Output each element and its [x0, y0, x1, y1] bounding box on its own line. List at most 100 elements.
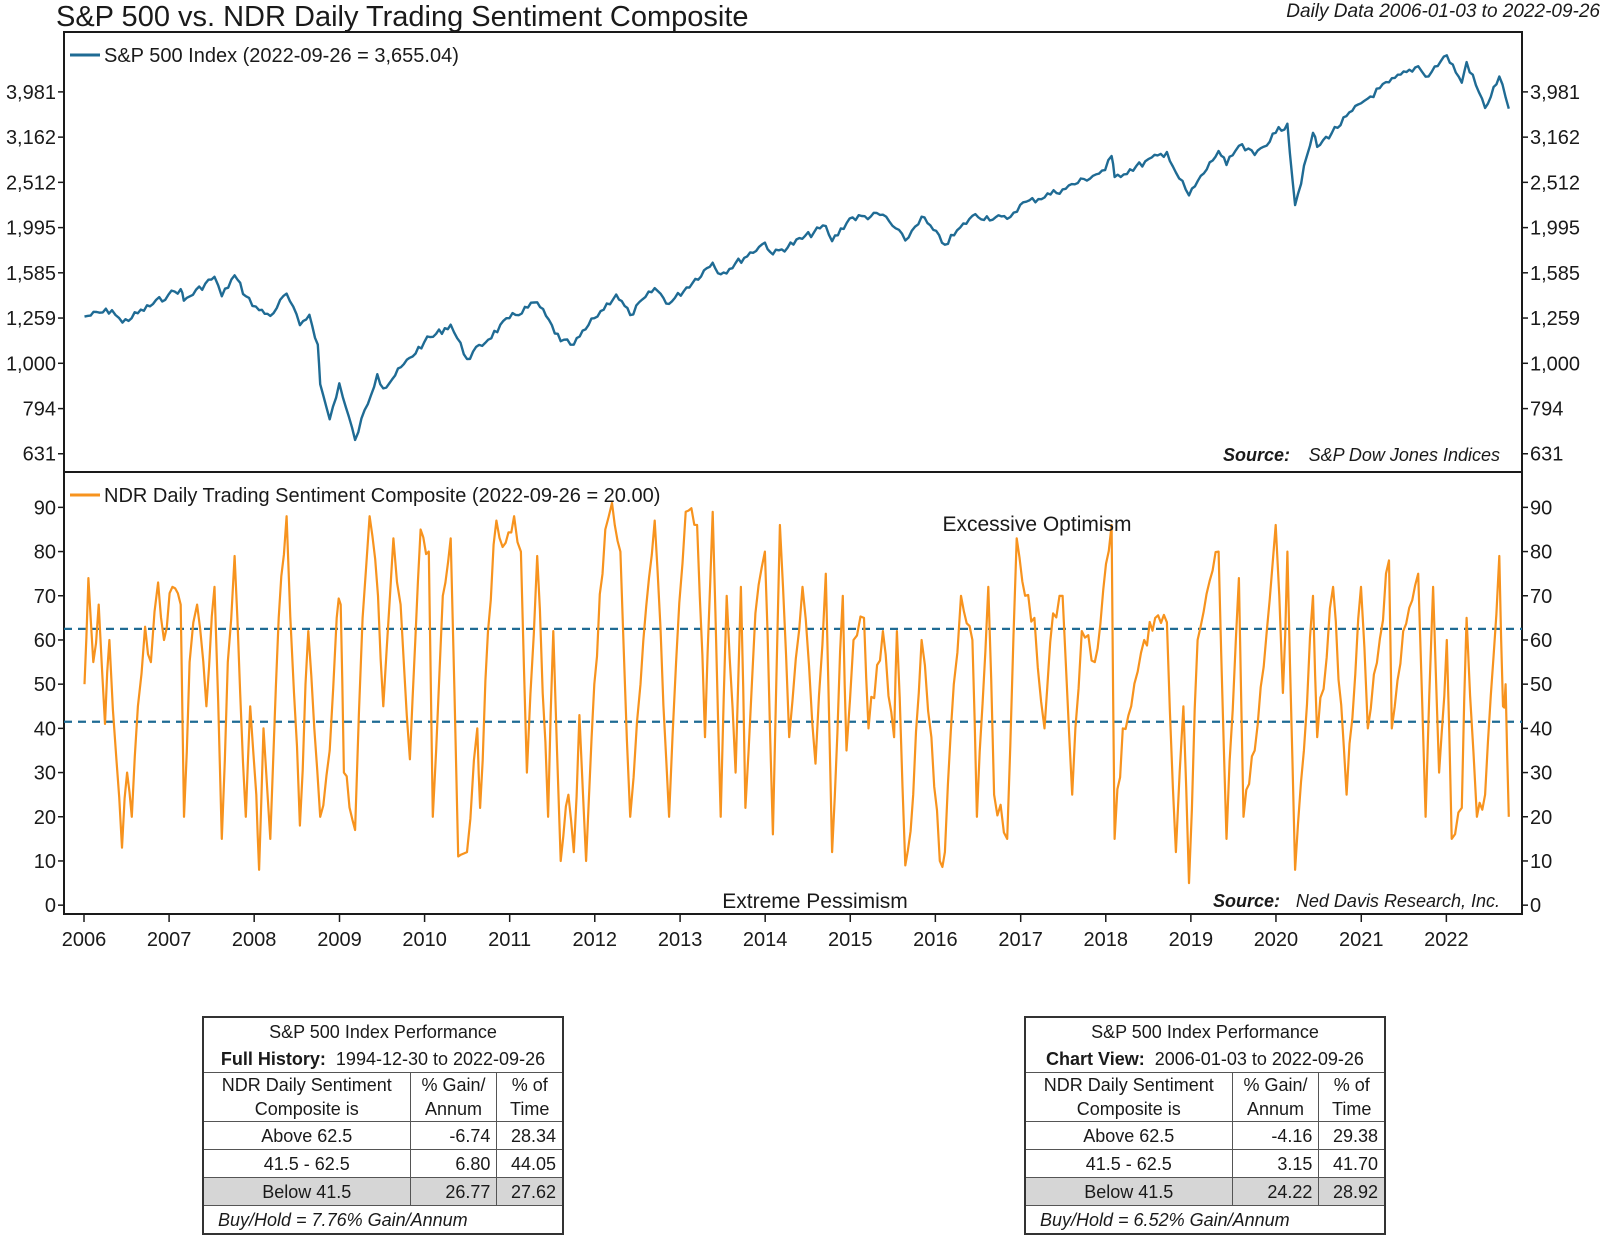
sentiment-series-line — [83, 501, 1510, 885]
x-tick-label: 2011 — [488, 929, 531, 951]
y-tick-label-right: 80 — [1530, 542, 1552, 564]
table-title: S&P 500 Index Performance — [202, 1017, 564, 1045]
row-label: 41.5 - 62.5 — [202, 1149, 411, 1178]
y-tick-label-left: 30 — [34, 763, 56, 785]
y-tick-label-left: 80 — [34, 542, 56, 564]
column-header-time: % of Time — [496, 1072, 564, 1122]
y-tick-label-left: 1,259 — [6, 308, 56, 330]
row-time: 28.34 — [496, 1121, 564, 1150]
x-tick-label: 2012 — [573, 929, 618, 951]
row-time: 41.70 — [1318, 1149, 1386, 1178]
y-tick-label-left: 50 — [34, 674, 56, 696]
y-tick-label-right: 70 — [1530, 586, 1552, 608]
sp500-panel: 631 631 794 794 1,000 1,000 1,259 1,259 1,585 1,5… — [6, 31, 1580, 473]
x-tick-label: 2020 — [1254, 929, 1299, 951]
table-period: Full History: 1994-12-30 to 2022-09-26 — [202, 1045, 564, 1073]
y-tick-label-left: 10 — [34, 851, 56, 873]
y-tick-label-right: 60 — [1530, 630, 1552, 652]
sentiment-legend-label: NDR Daily Trading Sentiment Composite (2… — [104, 485, 660, 507]
sp500-legend-label: S&P 500 Index (2022-09-26 = 3,655.04) — [104, 45, 459, 67]
sp500-series-line — [84, 54, 1510, 442]
sentiment-y-axis: 0 0 10 10 20 20 30 30 40 40 50 50 60 60 70 70 80 80 90 90 — [34, 497, 1553, 917]
table-row: Above 62.5 -6.74 28.34 — [202, 1121, 564, 1150]
column-header-sentiment: NDR Daily Sentiment Composite is — [202, 1072, 411, 1122]
table-row-highlighted: Below 41.5 24.22 28.92 — [1024, 1177, 1386, 1206]
sp500-y-axis: 631 631 794 794 1,000 1,000 1,259 1,259 1,585 1,5… — [6, 82, 1580, 466]
y-tick-label-right: 1,000 — [1530, 353, 1580, 375]
row-label: Below 41.5 — [1024, 1177, 1233, 1206]
y-tick-label-left: 1,585 — [6, 263, 56, 285]
x-tick-label: 2022 — [1424, 929, 1469, 951]
y-tick-label-right: 2,512 — [1530, 172, 1580, 194]
row-time: 44.05 — [496, 1149, 564, 1178]
sentiment-source: Ned Davis Research, Inc. — [1296, 891, 1500, 911]
x-tick-label: 2010 — [402, 929, 447, 951]
chart-view-performance-table: S&P 500 Index Performance Chart View: 20… — [1024, 1016, 1386, 1235]
y-tick-label-left: 1,995 — [6, 218, 56, 240]
table-period: Chart View: 2006-01-03 to 2022-09-26 — [1024, 1045, 1386, 1073]
y-tick-label-left: 3,162 — [6, 127, 56, 149]
row-label: Below 41.5 — [202, 1177, 411, 1206]
x-tick-label: 2009 — [317, 929, 362, 951]
y-tick-label-left: 20 — [34, 807, 56, 829]
full-history-performance-table: S&P 500 Index Performance Full History: … — [202, 1016, 564, 1235]
sentiment-panel: 0 0 10 10 20 20 30 30 40 40 50 50 60 60 70 70 80 80 90 90 N… — [34, 471, 1553, 917]
column-header-time: % of Time — [1318, 1072, 1386, 1122]
x-axis: 2006 2007 2008 2009 2010 2011 2012 2013 2014 2015… — [62, 914, 1469, 951]
row-time: 28.92 — [1318, 1177, 1386, 1206]
x-tick-label: 2013 — [658, 929, 703, 951]
y-tick-label-right: 631 — [1530, 444, 1563, 466]
y-tick-label-left: 70 — [34, 586, 56, 608]
row-time: 29.38 — [1318, 1121, 1386, 1150]
row-gain: 24.22 — [1231, 1177, 1320, 1206]
row-label: 41.5 - 62.5 — [1024, 1149, 1233, 1178]
table-period-label: Full History: — [220, 1048, 326, 1069]
table-period-range: 1994-12-30 to 2022-09-26 — [335, 1048, 546, 1069]
excessive-optimism-label: Excessive Optimism — [942, 513, 1131, 536]
y-tick-label-left: 631 — [23, 444, 56, 466]
y-tick-label-right: 3,981 — [1530, 82, 1580, 104]
column-header-sentiment: NDR Daily Sentiment Composite is — [1024, 1072, 1233, 1122]
y-tick-label-right: 1,259 — [1530, 308, 1580, 330]
table-title: S&P 500 Index Performance — [1024, 1017, 1386, 1045]
y-tick-label-left: 2,512 — [6, 172, 56, 194]
y-tick-label-left: 3,981 — [6, 82, 56, 104]
table-period-label: Chart View: — [1046, 1048, 1145, 1069]
column-header-gain: % Gain/Annum — [409, 1072, 498, 1122]
row-label: Above 62.5 — [202, 1121, 411, 1150]
x-tick-label: 2016 — [913, 929, 958, 951]
row-gain: -6.74 — [409, 1121, 498, 1150]
x-tick-label: 2006 — [62, 929, 107, 951]
y-tick-label-left: 90 — [34, 497, 56, 519]
row-gain: 3.15 — [1231, 1149, 1320, 1178]
y-tick-label-right: 1,995 — [1530, 218, 1580, 240]
y-tick-label-right: 0 — [1530, 895, 1541, 917]
x-tick-label: 2014 — [743, 929, 788, 951]
table-footer: Buy/Hold = 6.52% Gain/Annum — [1024, 1205, 1386, 1235]
sp500-source-label: Source: — [1223, 445, 1290, 465]
y-tick-label-right: 3,162 — [1530, 127, 1580, 149]
sentiment-source-label: Source: — [1213, 891, 1280, 911]
chart-title: S&P 500 vs. NDR Daily Trading Sentiment … — [56, 1, 749, 33]
y-tick-label-right: 10 — [1530, 851, 1552, 873]
row-gain: -4.16 — [1231, 1121, 1320, 1150]
x-tick-label: 2017 — [998, 929, 1043, 951]
y-tick-label-left: 1,000 — [6, 353, 56, 375]
sentiment-chart: S&P 500 vs. NDR Daily Trading Sentiment … — [6, 1, 1600, 951]
x-tick-label: 2007 — [147, 929, 192, 951]
row-time: 27.62 — [496, 1177, 564, 1206]
column-header-gain: % Gain/Annum — [1231, 1072, 1320, 1122]
extreme-pessimism-label: Extreme Pessimism — [722, 890, 908, 913]
y-tick-label-right: 1,585 — [1530, 263, 1580, 285]
y-tick-label-left: 60 — [34, 630, 56, 652]
sp500-plot-frame — [63, 31, 1523, 473]
y-tick-label-right: 794 — [1530, 399, 1563, 421]
x-tick-label: 2021 — [1339, 929, 1384, 951]
y-tick-label-left: 794 — [23, 399, 56, 421]
row-label: Above 62.5 — [1024, 1121, 1233, 1150]
x-tick-label: 2008 — [232, 929, 277, 951]
x-tick-label: 2018 — [1084, 929, 1129, 951]
y-tick-label-right: 90 — [1530, 497, 1552, 519]
y-tick-label-left: 0 — [45, 895, 56, 917]
sentiment-reference-lines — [64, 627, 1522, 723]
